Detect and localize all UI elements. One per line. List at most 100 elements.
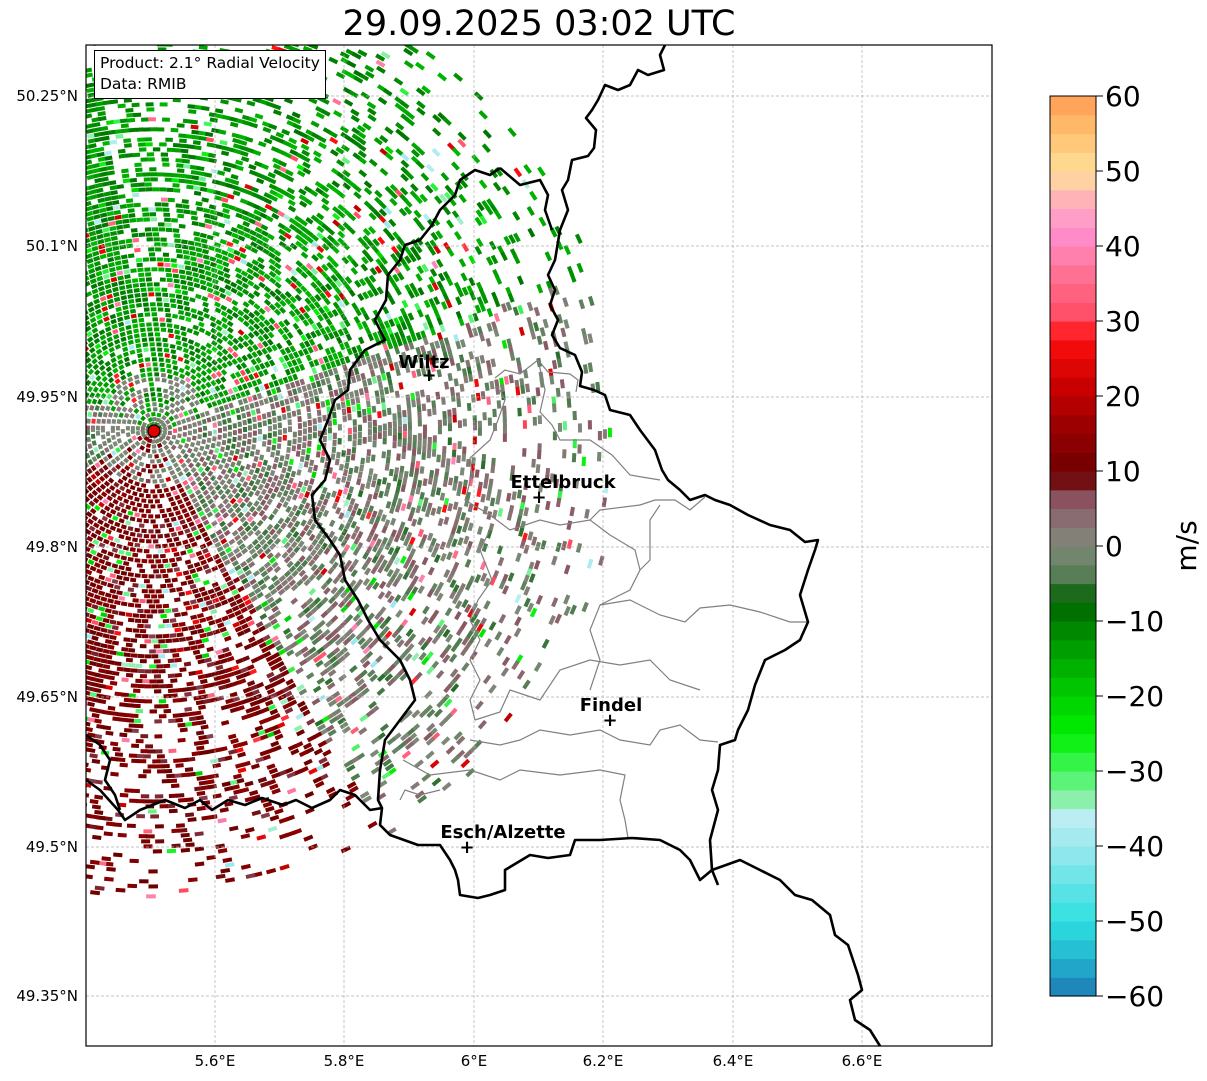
radar-gate	[235, 159, 244, 166]
radar-gate	[324, 677, 334, 686]
radar-gate	[140, 734, 149, 739]
radar-gate	[185, 416, 192, 423]
radar-gate	[224, 682, 233, 689]
radar-gate	[372, 581, 380, 591]
radar-gate	[293, 308, 301, 316]
radar-gate	[89, 645, 97, 651]
radar-gate	[303, 758, 313, 766]
radar-gate	[381, 328, 389, 337]
radar-gate	[107, 298, 114, 305]
radar-gate	[163, 399, 170, 405]
radar-gate	[386, 449, 392, 457]
radar-gate	[95, 430, 101, 436]
radar-gate	[119, 400, 126, 407]
radar-gate	[177, 470, 184, 477]
radar-gate	[294, 221, 303, 229]
radar-gate	[452, 561, 460, 571]
radar-gate	[353, 367, 360, 376]
radar-gate	[256, 697, 265, 705]
radar-gate	[380, 395, 386, 403]
radar-gate	[121, 168, 129, 174]
radar-gate	[136, 799, 145, 804]
radar-gate	[393, 545, 401, 554]
radar-gate	[272, 157, 281, 165]
radar-gate	[234, 506, 242, 514]
radar-gate	[442, 206, 452, 216]
radar-gate	[487, 485, 493, 494]
radar-gate	[246, 501, 253, 508]
radar-gate	[285, 678, 294, 686]
radar-gate	[171, 268, 179, 274]
radar-gate	[396, 527, 403, 537]
radar-gate	[154, 704, 162, 709]
radar-gate	[202, 489, 209, 496]
radar-gate	[379, 366, 386, 375]
radar-gate	[91, 162, 100, 169]
radar-gate	[523, 586, 531, 596]
radar-gate	[98, 606, 106, 612]
radar-gate	[166, 147, 175, 153]
radar-gate	[198, 268, 205, 275]
radar-gate	[285, 383, 291, 390]
radar-gate	[407, 415, 412, 423]
radar-gate	[179, 697, 188, 703]
radar-gate	[198, 176, 206, 182]
radar-gate	[296, 469, 302, 476]
radar-gate	[229, 707, 239, 714]
radar-gate	[119, 762, 128, 768]
radar-gate	[257, 194, 266, 202]
radar-gate	[89, 798, 99, 805]
radar-gate	[279, 400, 285, 407]
radar-gate	[284, 290, 292, 299]
radar-gate	[379, 621, 388, 630]
radar-gate	[124, 395, 131, 402]
radar-gate	[260, 488, 267, 496]
radar-gate	[369, 576, 377, 586]
radar-gate	[357, 293, 365, 302]
radar-gate	[201, 461, 208, 468]
radar-gate	[118, 364, 125, 371]
radar-gate	[453, 334, 460, 343]
radar-gate	[150, 519, 156, 524]
radar-gate	[372, 238, 381, 247]
radar-gate	[131, 397, 138, 404]
radar-gate	[111, 609, 119, 615]
radar-gate	[361, 249, 370, 258]
radar-gate	[268, 324, 276, 332]
radar-gate	[290, 515, 298, 523]
radar-gate	[173, 413, 180, 420]
radar-gate	[182, 347, 189, 354]
radar-gate	[147, 332, 154, 337]
radar-gate	[268, 270, 277, 278]
radar-gate	[166, 318, 172, 323]
radar-gate	[129, 218, 137, 223]
radar-gate	[226, 314, 234, 321]
radar-gate	[100, 392, 107, 400]
radar-gate	[283, 644, 292, 653]
radar-gate	[356, 508, 363, 516]
radar-gate	[212, 537, 219, 544]
radar-gate	[190, 380, 197, 387]
radar-gate	[418, 651, 427, 661]
radar-gate	[328, 519, 336, 528]
radar-gate	[215, 378, 222, 385]
radar-gate	[236, 471, 243, 478]
radar-gate	[134, 162, 142, 168]
radar-gate	[187, 408, 194, 415]
radar-gate	[92, 497, 100, 504]
radar-gate	[182, 204, 190, 210]
radar-gate	[537, 415, 543, 425]
radar-gate	[177, 722, 186, 728]
radar-gate	[142, 212, 150, 217]
radar-gate	[440, 552, 447, 562]
radar-gate	[232, 576, 241, 584]
radar-gate	[276, 342, 283, 350]
radar-gate	[175, 294, 183, 300]
radar-gate	[94, 478, 102, 486]
radar-gate	[95, 600, 103, 606]
radar-gate	[176, 123, 185, 128]
radar-gate	[252, 416, 257, 423]
radar-gate	[282, 326, 290, 334]
radar-gate	[320, 582, 329, 591]
radar-gate	[386, 677, 396, 687]
